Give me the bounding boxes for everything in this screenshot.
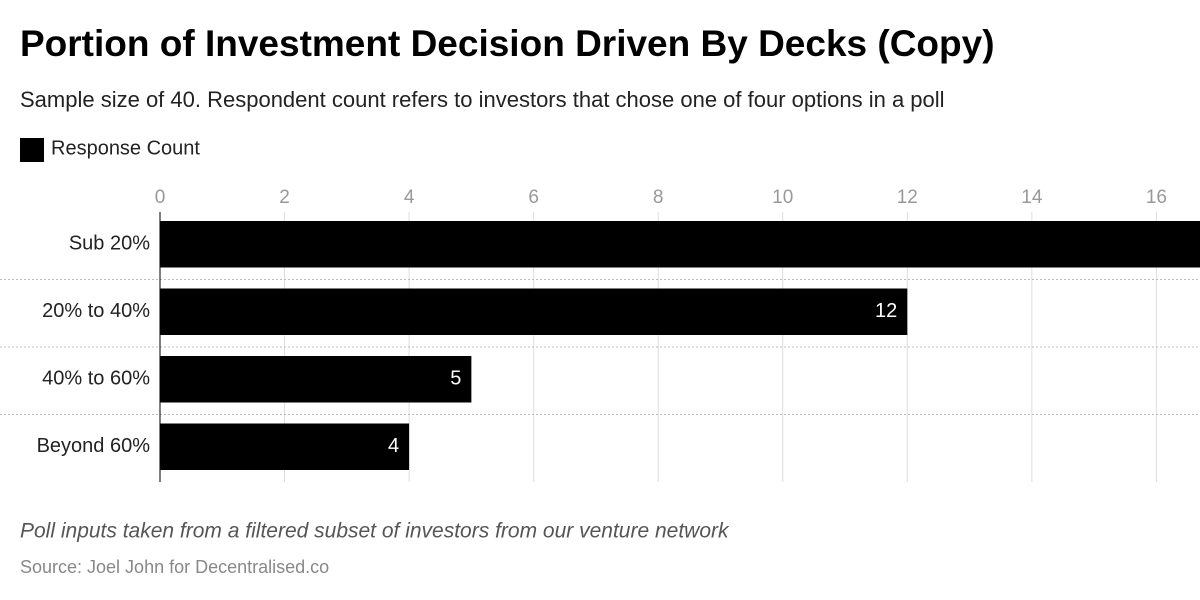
bar — [160, 356, 472, 403]
legend-swatch — [20, 138, 44, 162]
chart-note: Poll inputs taken from a filtered subset… — [20, 520, 730, 543]
value-label: 5 — [450, 368, 461, 390]
bar — [160, 221, 1200, 268]
chart-title: Portion of Investment Decision Driven By… — [20, 23, 995, 64]
x-tick-label: 2 — [279, 187, 290, 208]
value-label: 12 — [875, 300, 897, 322]
y-tick-label: Sub 20% — [69, 233, 150, 255]
x-tick-label: 10 — [772, 187, 793, 208]
bar — [160, 288, 908, 335]
x-tick-label: 8 — [653, 187, 664, 208]
legend-label: Response Count — [51, 137, 200, 159]
y-tick-label: Beyond 60% — [37, 435, 151, 457]
value-label: 4 — [388, 435, 399, 457]
x-tick-label: 6 — [528, 187, 539, 208]
chart-subtitle: Sample size of 40. Respondent count refe… — [20, 87, 945, 112]
y-tick-label: 40% to 60% — [42, 368, 150, 390]
x-tick-label: 12 — [897, 187, 918, 208]
x-tick-label: 0 — [155, 187, 166, 208]
y-tick-label: 20% to 40% — [42, 300, 150, 322]
x-tick-label: 16 — [1146, 187, 1167, 208]
x-tick-label: 14 — [1021, 187, 1043, 208]
x-tick-label: 4 — [404, 187, 415, 208]
bar — [160, 423, 410, 470]
chart-source: Source: Joel John for Decentralised.co — [20, 557, 329, 577]
